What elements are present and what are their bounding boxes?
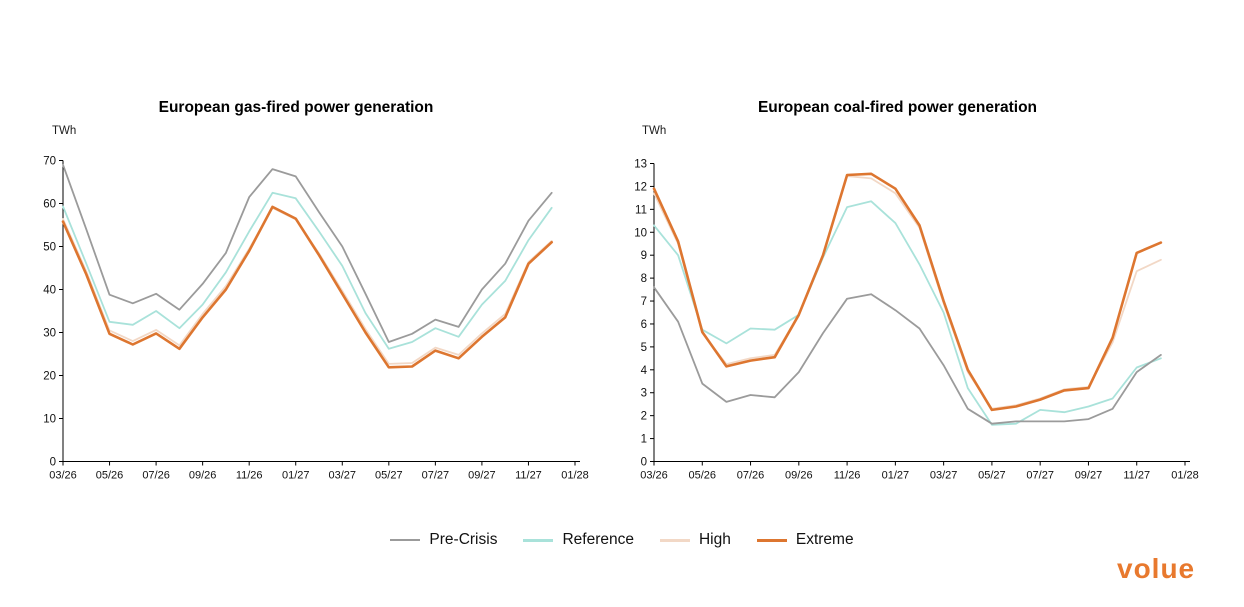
y-tick-label: 50 — [43, 242, 56, 254]
volue-logo: volue — [1117, 553, 1196, 584]
x-tick-label: 01/27 — [882, 470, 910, 482]
legend-item-extreme: Extreme — [756, 531, 854, 549]
x-tick-label: 07/26 — [737, 470, 765, 482]
x-tick-label: 11/26 — [236, 470, 263, 482]
high-line-swatch — [659, 538, 690, 542]
y-tick-label: 10 — [43, 414, 56, 426]
y-tick-label: 60 — [43, 199, 56, 211]
x-tick-label: 03/27 — [329, 470, 357, 482]
series-line-extreme — [652, 172, 1163, 412]
y-tick-label: 12 — [634, 181, 647, 193]
y-tick-label: 5 — [641, 342, 647, 354]
legend-item-pre-crisis: Pre-Crisis — [390, 531, 497, 549]
y-tick-label: 10 — [634, 227, 647, 239]
series-line-high — [653, 175, 1162, 410]
legend-label-pre-crisis: Pre-Crisis — [429, 531, 498, 548]
gas-chart-title: European gas-fired power generation — [158, 99, 434, 116]
x-tick-label: 03/26 — [49, 470, 77, 482]
coal-chart-title: European coal-fired power generation — [757, 99, 1038, 116]
series-line-pre-crisis — [653, 286, 1162, 425]
x-tick-label: 09/27 — [1075, 470, 1103, 482]
x-tick-label: 07/26 — [142, 470, 170, 482]
x-tick-label: 05/27 — [978, 470, 1006, 482]
x-tick-label: 05/27 — [375, 470, 403, 482]
y-tick-label: 6 — [641, 319, 647, 331]
coal-y-axis-unit: TWh — [642, 125, 667, 137]
y-tick-label: 0 — [50, 457, 56, 469]
extreme-line-swatch — [756, 538, 787, 542]
series-line-extreme — [61, 205, 554, 369]
x-tick-label: 07/27 — [422, 470, 450, 482]
x-tick-label: 09/26 — [189, 470, 217, 482]
x-tick-label: 01/28 — [1171, 470, 1199, 482]
x-tick-label: 03/26 — [640, 470, 668, 482]
series-line-reference — [62, 191, 553, 350]
legend-label-reference: Reference — [562, 531, 634, 548]
y-tick-label: 0 — [641, 457, 647, 469]
y-tick-label: 11 — [635, 204, 647, 216]
legend-label-high: High — [698, 531, 731, 548]
y-tick-label: 20 — [43, 371, 56, 383]
gas-y-axis-unit: TWh — [52, 125, 77, 137]
x-tick-label: 03/27 — [930, 470, 958, 482]
y-tick-label: 8 — [641, 273, 647, 285]
x-tick-label: 09/27 — [468, 470, 496, 482]
x-tick-label: 09/26 — [785, 470, 813, 482]
pre-crisis-line-swatch — [390, 539, 421, 541]
x-tick-label: 11/27 — [1123, 470, 1150, 482]
legend-item-high: High — [659, 531, 731, 549]
y-tick-label: 70 — [43, 156, 56, 168]
x-tick-label: 01/27 — [282, 470, 310, 482]
y-tick-label: 13 — [634, 159, 647, 171]
series-line-reference — [653, 200, 1162, 426]
y-tick-label: 40 — [43, 285, 56, 297]
y-tick-label: 9 — [641, 250, 647, 262]
legend-item-reference: Reference — [523, 531, 634, 549]
reference-line-swatch — [523, 538, 554, 542]
x-tick-label: 07/27 — [1026, 470, 1054, 482]
legend-label-extreme: Extreme — [795, 531, 854, 548]
y-tick-label: 7 — [641, 296, 647, 308]
x-tick-label: 11/26 — [834, 470, 861, 482]
y-tick-label: 1 — [641, 434, 647, 446]
y-tick-label: 4 — [641, 365, 648, 377]
y-tick-label: 30 — [43, 328, 56, 340]
x-tick-label: 11/27 — [515, 470, 542, 482]
legend: Pre-Crisis Reference High Extreme — [0, 531, 1244, 549]
x-tick-label: 05/26 — [96, 470, 124, 482]
x-tick-label: 05/26 — [689, 470, 717, 482]
x-tick-label: 01/28 — [561, 470, 589, 482]
series-line-pre-crisis — [62, 163, 553, 343]
y-tick-label: 3 — [641, 388, 647, 400]
y-tick-label: 2 — [641, 411, 647, 423]
